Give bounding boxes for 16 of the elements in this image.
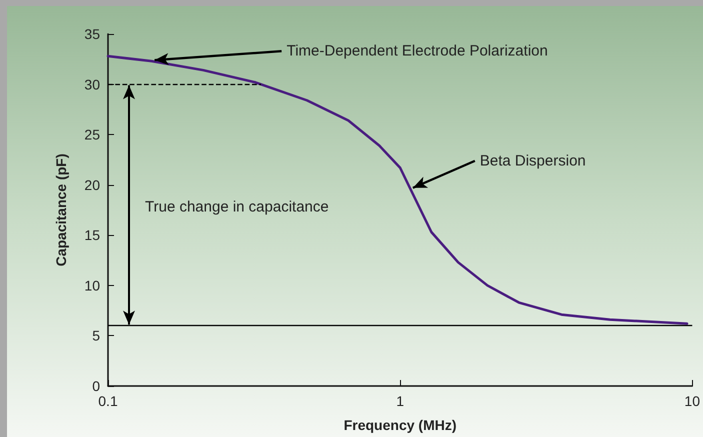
y-tick-label: 20 — [84, 176, 100, 193]
annotation: Time-Dependent Electrode Polarization — [286, 42, 548, 60]
x-tick-label: 1 — [396, 393, 404, 409]
y-tick-label: 10 — [84, 277, 100, 294]
y-tick-label: 0 — [92, 378, 100, 394]
annotation: True change in capacitance — [145, 198, 329, 216]
y-tick-label: 15 — [84, 227, 100, 244]
x-tick-label: 0.1 — [98, 393, 118, 409]
annotation: Beta Dispersion — [480, 152, 586, 170]
y-tick-label: 35 — [84, 26, 100, 42]
y-tick-label: 25 — [84, 126, 100, 143]
x-axis-title: Frequency (MHz) — [344, 417, 457, 433]
y-tick-label: 30 — [84, 76, 100, 92]
y-axis-title: Capacitance (pF) — [53, 154, 69, 266]
x-tick-label: 10 — [684, 393, 700, 409]
y-tick-label: 5 — [92, 328, 100, 344]
